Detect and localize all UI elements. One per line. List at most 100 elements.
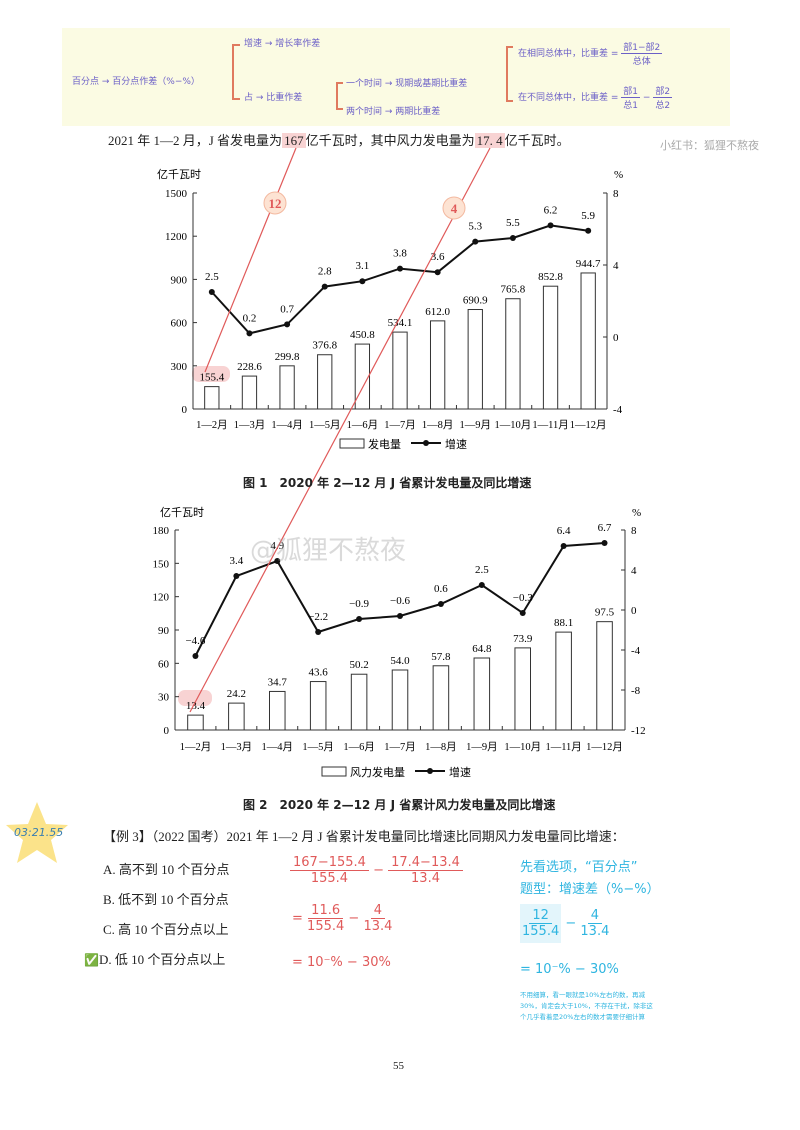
chart2-growth-point	[315, 629, 322, 635]
chart1-y-tick-label: 1200	[165, 231, 188, 243]
chart1-y2-tick-label: 4	[613, 260, 619, 272]
note-line: 30%，肯定会大于10%，不存在干扰，除非这	[520, 1002, 653, 1010]
chart1-bar	[317, 354, 333, 410]
chart1-bar-label: 155.4	[199, 372, 224, 384]
chart1-y2-tick-label: -4	[613, 404, 623, 416]
denominator: 13.4	[580, 924, 610, 939]
same-total-label: 在相同总体中，比重差 =	[518, 49, 619, 59]
highlight-wind-power: 17. 4	[474, 133, 505, 148]
fraction: 167−155.4 155.4	[290, 855, 369, 886]
option-c[interactable]: C. 高 10 个百分点以上	[103, 922, 229, 937]
chart2-bar	[555, 631, 572, 731]
chart1-growth-label: 6.2	[544, 204, 558, 216]
equals: =	[292, 911, 303, 926]
annotation-text-12: 12	[269, 196, 282, 211]
chart1-x-tick-label: 1—4月	[271, 419, 303, 431]
chart2-y-tick-label: 0	[164, 725, 170, 737]
watermark-center: @狐狸不熬夜	[250, 536, 407, 566]
option-d[interactable]: ✅D. 低 10 个百分点以上	[84, 949, 225, 968]
chart2-bar	[350, 673, 368, 731]
chart1-growth-point	[284, 321, 291, 328]
chart2-legend-line-label: 增速	[449, 765, 471, 779]
chart1-growth-point	[434, 269, 441, 276]
chart1-bar	[429, 320, 446, 410]
chart2-bar-label: 97.5	[595, 607, 615, 619]
note-bracket-3	[506, 46, 513, 102]
fraction: 4 13.4	[363, 903, 392, 934]
highlight-13-4	[178, 690, 212, 706]
chart2-growth-point	[274, 558, 281, 564]
star-icon	[6, 802, 68, 863]
chart2-bar	[473, 657, 491, 731]
watermark-side: 小红书：狐狸不熬夜	[660, 139, 759, 152]
check-icon: ✅	[84, 953, 99, 967]
chart2-bar	[432, 665, 450, 731]
chart1-bar	[241, 375, 258, 410]
chart1-bar	[279, 365, 295, 410]
chart1-legend-bar-label: 发电量	[368, 437, 401, 451]
red-calc-line2: = 11.6 155.4 − 4 13.4	[292, 903, 392, 934]
option-b[interactable]: B. 低不到 10 个百分点	[103, 892, 229, 907]
chart2-y-tick-label: 60	[158, 658, 170, 670]
denominator: 155.4	[522, 924, 560, 939]
red-calc-line1: 167−155.4 155.4 − 17.4−13.4 13.4	[290, 855, 463, 886]
chart1-x-tick-label: 1—10月	[495, 419, 532, 431]
note-diff-total: 在不同总体中，比重差 = 部1 总1 − 部2 总2	[518, 84, 673, 111]
chart1-growth-label: 5.9	[581, 210, 595, 222]
chart2-bar-label: 54.0	[390, 655, 410, 667]
chart1-bar	[354, 343, 371, 410]
chart2-y2-tick-label: -12	[631, 725, 646, 737]
intro-text-2: 亿千瓦时，其中风力发电量为	[305, 133, 475, 148]
chart2-x-tick-label: 1—5月	[302, 741, 334, 753]
denominator: 13.4	[363, 919, 393, 934]
chart1-growth-label: 3.6	[431, 251, 445, 263]
numerator: 4	[587, 908, 603, 924]
chart2-growth-label: 6.7	[598, 522, 612, 534]
chart2-y-tick-label: 90	[158, 625, 170, 637]
chart1-bar	[204, 386, 220, 410]
numerator: 11.6	[308, 903, 344, 919]
chart2-x-tick-label: 1—3月	[221, 741, 253, 753]
red-calc-result: = 10⁻% − 30%	[292, 955, 391, 970]
minus: −	[565, 916, 577, 931]
chart1-x-tick-label: 1—5月	[309, 419, 341, 431]
highlight-total-power: 167	[282, 133, 306, 148]
chart1-y-axis-label: 亿千瓦时	[157, 168, 201, 181]
annotation-text-4: 4	[451, 201, 458, 216]
chart1-y-tick-label: 600	[171, 318, 188, 330]
note-line: 个几乎看着是20%左右的数才需要仔细计算	[520, 1013, 645, 1021]
chart2-y-tick-label: 30	[158, 692, 170, 704]
denominator: 总2	[655, 101, 671, 111]
chart1-bar-label: 299.8	[275, 351, 300, 363]
chart1-x-tick-label: 1—3月	[234, 419, 266, 431]
annotation-line-total	[204, 147, 297, 373]
chart1-growth-point	[208, 289, 215, 295]
chart1-bar-label: 450.8	[350, 329, 375, 341]
blue-calc: 12 155.4 − 4 13.4	[520, 904, 609, 943]
chart2-growth-point	[397, 613, 403, 619]
chart1-y-tick-label: 300	[171, 361, 188, 373]
chart2-growth-point	[233, 573, 240, 579]
note-two-periods: 两个时间 → 两期比重差	[346, 107, 441, 117]
chart2-x-tick-label: 1—11月	[545, 741, 581, 753]
option-a[interactable]: A. 高不到 10 个百分点	[103, 862, 230, 877]
chart1-growth-point	[246, 330, 253, 337]
chart2-y2-tick-label: 8	[631, 525, 637, 537]
chart1-bar-label: 690.9	[463, 295, 488, 307]
chart1-bar	[505, 298, 521, 410]
question-stem: 【例 3】（2022 国考）2021 年 1—2 月 J 省累计发电量同比增速比…	[103, 829, 625, 844]
intro-text-1: 2021 年 1—2 月，J 省发电量为	[108, 133, 283, 148]
chart1-y-tick-label: 0	[182, 404, 188, 416]
chart1-growth-label: 3.1	[355, 260, 369, 272]
chart1-x-tick-label: 1—7月	[384, 419, 416, 431]
chart1-y-tick-label: 1500	[165, 188, 188, 200]
chart2-y2-axis-label: %	[632, 507, 641, 519]
chart1-bar	[467, 309, 483, 410]
denominator: 13.4	[411, 871, 440, 886]
fraction: 4 13.4	[580, 908, 609, 939]
minus: −	[373, 863, 384, 878]
chart2-growth-point	[478, 582, 485, 588]
chart1-y2-tick-label: 8	[613, 188, 619, 200]
chart1-growth-label: 3.8	[393, 248, 407, 260]
fraction: 11.6 155.4	[307, 903, 344, 934]
